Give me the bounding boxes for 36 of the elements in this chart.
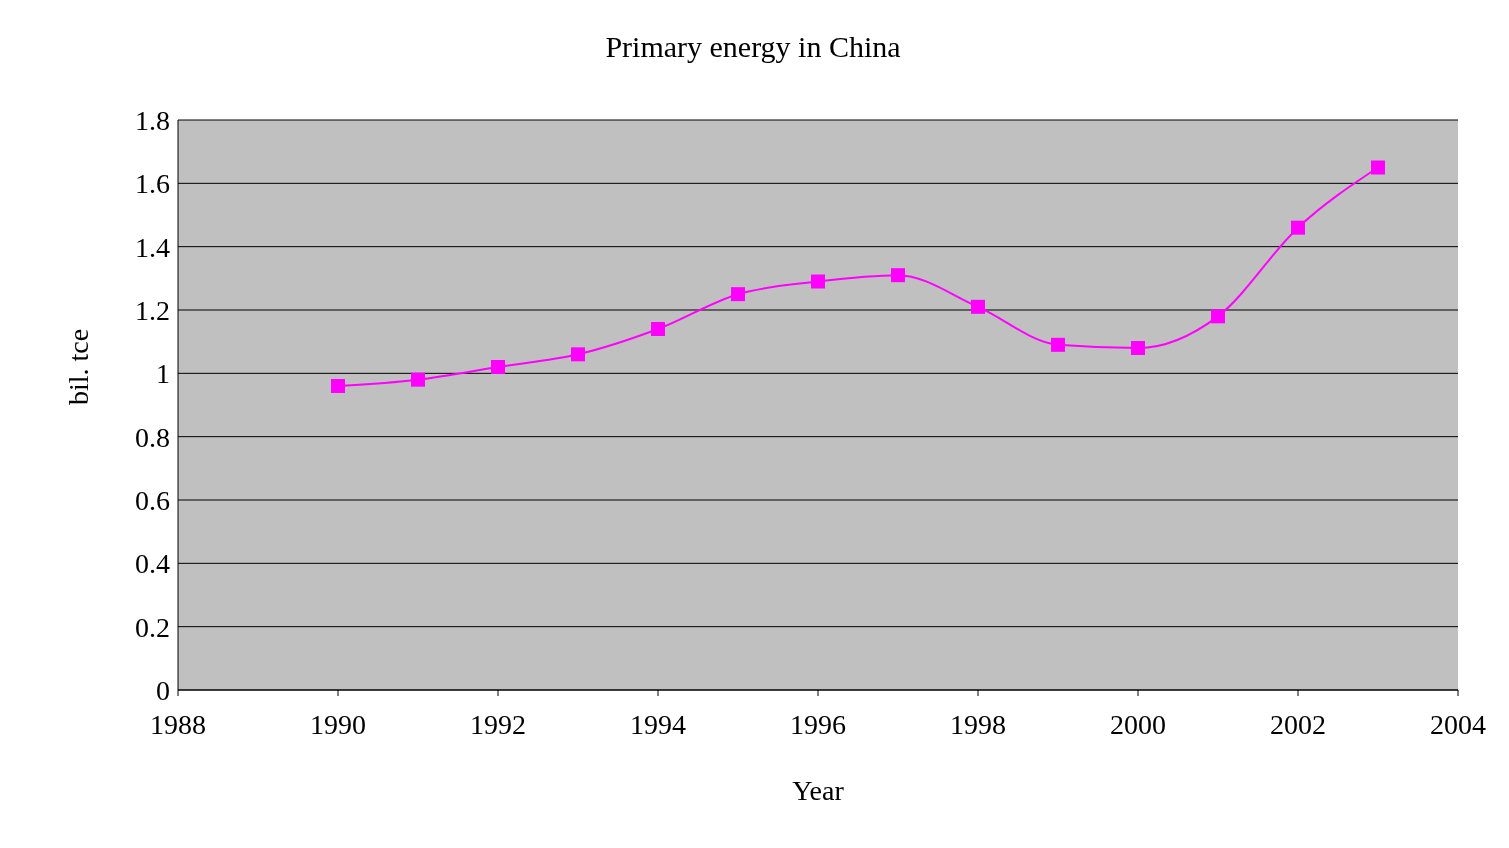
y-tick-label: 0.8 xyxy=(135,421,170,453)
x-tick-label: 1988 xyxy=(150,708,206,740)
y-tick-label: 0.6 xyxy=(135,484,170,516)
y-tick-label: 0 xyxy=(156,674,170,706)
x-axis-title: Year xyxy=(792,775,845,806)
point xyxy=(1131,341,1145,355)
point xyxy=(331,379,345,393)
point xyxy=(1291,220,1305,235)
y-tick-label: 1.2 xyxy=(135,294,170,326)
point xyxy=(491,360,505,374)
y-tick-label: 1.4 xyxy=(135,231,170,263)
point xyxy=(1211,309,1225,324)
x-tick-label: 1992 xyxy=(470,708,526,740)
point xyxy=(571,347,585,362)
point xyxy=(411,372,425,387)
y-tick-label: 1.6 xyxy=(135,168,170,200)
x-tick-label: 1998 xyxy=(950,708,1006,740)
x-tick-label: 1994 xyxy=(630,708,686,740)
x-tick-label: 2000 xyxy=(1110,708,1166,740)
y-tick-label: 1.8 xyxy=(135,104,170,136)
point xyxy=(731,287,745,302)
chart-title: Primary energy in China xyxy=(604,29,902,65)
point xyxy=(1051,337,1065,352)
y-tick-label: 0.4 xyxy=(135,548,170,580)
x-tick-label: 1996 xyxy=(790,708,846,740)
x-tick-label: 2004 xyxy=(1430,708,1486,740)
x-tick-label: 1990 xyxy=(310,708,366,740)
point xyxy=(891,268,905,283)
y-tick-label: 0.2 xyxy=(135,611,170,643)
x-tick-label: 2002 xyxy=(1270,708,1326,740)
point xyxy=(811,274,825,289)
point xyxy=(1371,160,1385,175)
y-tick-label: 1 xyxy=(156,358,170,390)
y-axis-title: bil. tce xyxy=(62,328,94,405)
point xyxy=(651,322,665,336)
point xyxy=(971,299,985,314)
